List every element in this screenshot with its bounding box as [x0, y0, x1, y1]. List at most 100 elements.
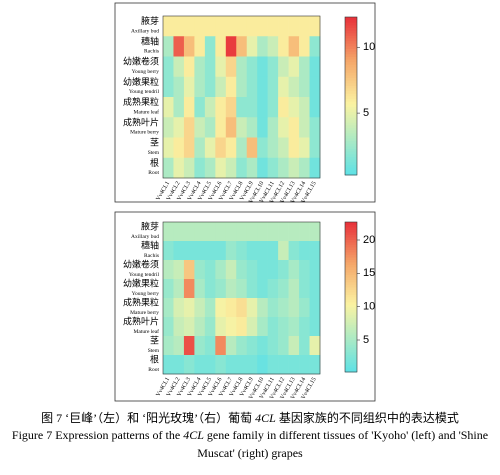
heat-cell	[225, 222, 237, 242]
heat-cell	[215, 117, 227, 138]
colorbar-step	[345, 282, 357, 285]
row-label-en: Mature berry	[130, 310, 159, 316]
colorbar-step	[345, 132, 357, 136]
colorbar-step	[345, 124, 357, 128]
heat-cell	[278, 117, 289, 138]
heat-cell	[183, 298, 195, 318]
colorbar-step	[345, 359, 357, 363]
heat-cell	[278, 36, 289, 57]
heat-cell	[309, 117, 321, 138]
heat-cell	[215, 137, 227, 159]
heat-cell	[309, 241, 321, 261]
heat-cell	[173, 298, 185, 318]
colorbar-step	[345, 74, 357, 78]
heat-cell	[299, 16, 310, 37]
heat-cell	[194, 117, 206, 138]
heat-cell	[173, 117, 185, 138]
heat-cell	[288, 16, 300, 37]
heat-cell	[225, 16, 237, 37]
heat-cell	[215, 16, 227, 37]
colorbar-step	[345, 45, 357, 49]
heat-cell	[183, 157, 195, 179]
colorbar-step	[345, 117, 357, 121]
colorbar-step	[345, 309, 357, 313]
heat-cell	[183, 222, 195, 242]
heat-cell	[163, 279, 174, 299]
heat-cell	[163, 16, 174, 37]
colorbar-step	[345, 272, 357, 275]
heat-cell	[257, 222, 268, 242]
heat-cell	[163, 56, 174, 78]
colorbar-step	[345, 114, 357, 118]
colorbar-frame	[344, 221, 358, 373]
heat-cell	[236, 157, 248, 179]
heat-cell	[204, 117, 216, 138]
row-label-en: Axillary bud	[131, 234, 159, 240]
colorbar-step	[345, 319, 357, 323]
heat-cell	[257, 137, 268, 159]
heat-cell	[309, 279, 321, 299]
heat-cell	[225, 117, 237, 138]
colorbar-step	[345, 262, 357, 265]
heat-cell	[299, 117, 310, 138]
heat-cell	[163, 355, 174, 375]
heat-cell	[267, 336, 279, 356]
heat-cell	[225, 298, 237, 318]
heat-cell	[225, 36, 237, 57]
heat-cell	[309, 222, 321, 242]
heat-cell	[267, 36, 279, 57]
heat-cell	[267, 157, 279, 179]
heat-cell	[215, 76, 227, 98]
colorbar-step	[345, 344, 357, 348]
heat-cell	[309, 16, 321, 37]
colorbar-step	[345, 267, 357, 270]
row-label: 幼嫩卷须	[123, 259, 159, 270]
heat-cell	[309, 97, 321, 118]
colorbar-step	[345, 111, 357, 115]
heat-cell	[236, 222, 248, 242]
colorbar-step	[345, 329, 357, 333]
heat-cell	[225, 137, 237, 159]
heat-cell	[173, 222, 185, 242]
row-label-en: Stem	[148, 348, 160, 354]
heat-cell	[173, 241, 185, 261]
heat-cell	[236, 260, 248, 280]
heat-cell	[267, 241, 279, 261]
colorbar-step	[345, 314, 357, 318]
heat-cell	[225, 241, 237, 261]
colorbar-step	[345, 143, 357, 147]
colorbar-step	[345, 299, 357, 303]
heat-cell	[309, 36, 321, 57]
heat-cell	[309, 157, 321, 179]
heat-cell	[204, 260, 216, 280]
colorbar-step	[345, 292, 357, 295]
colorbar-step	[345, 259, 357, 263]
colorbar-step	[345, 252, 357, 255]
row-label: 成熟叶片	[123, 116, 159, 127]
heat-cell	[278, 241, 289, 261]
heat-cell	[299, 336, 310, 356]
colorbar-step	[345, 19, 357, 23]
heat-cell	[194, 279, 206, 299]
heat-cell	[204, 241, 216, 261]
caption-en: Figure 7 Expression patterns of the 4CL …	[0, 428, 500, 443]
heat-cell	[236, 279, 248, 299]
heat-cell	[309, 298, 321, 318]
heat-cell	[194, 222, 206, 242]
heat-cell	[257, 56, 268, 78]
heat-cell	[288, 222, 300, 242]
heat-cell	[257, 117, 268, 138]
heat-cell	[215, 279, 227, 299]
row-label: 根	[150, 354, 159, 365]
heat-cell	[236, 137, 248, 159]
heat-cell	[173, 36, 185, 57]
heat-cell	[194, 241, 206, 261]
colorbar-step	[345, 254, 357, 258]
heat-cell	[236, 76, 248, 98]
heat-cell	[204, 336, 216, 356]
colorbar-tick-label: 15	[363, 267, 375, 279]
heat-cell	[246, 260, 258, 280]
row-label-en: Mature berry	[130, 130, 159, 136]
colorbar-step	[345, 101, 357, 105]
heat-cell	[299, 260, 310, 280]
